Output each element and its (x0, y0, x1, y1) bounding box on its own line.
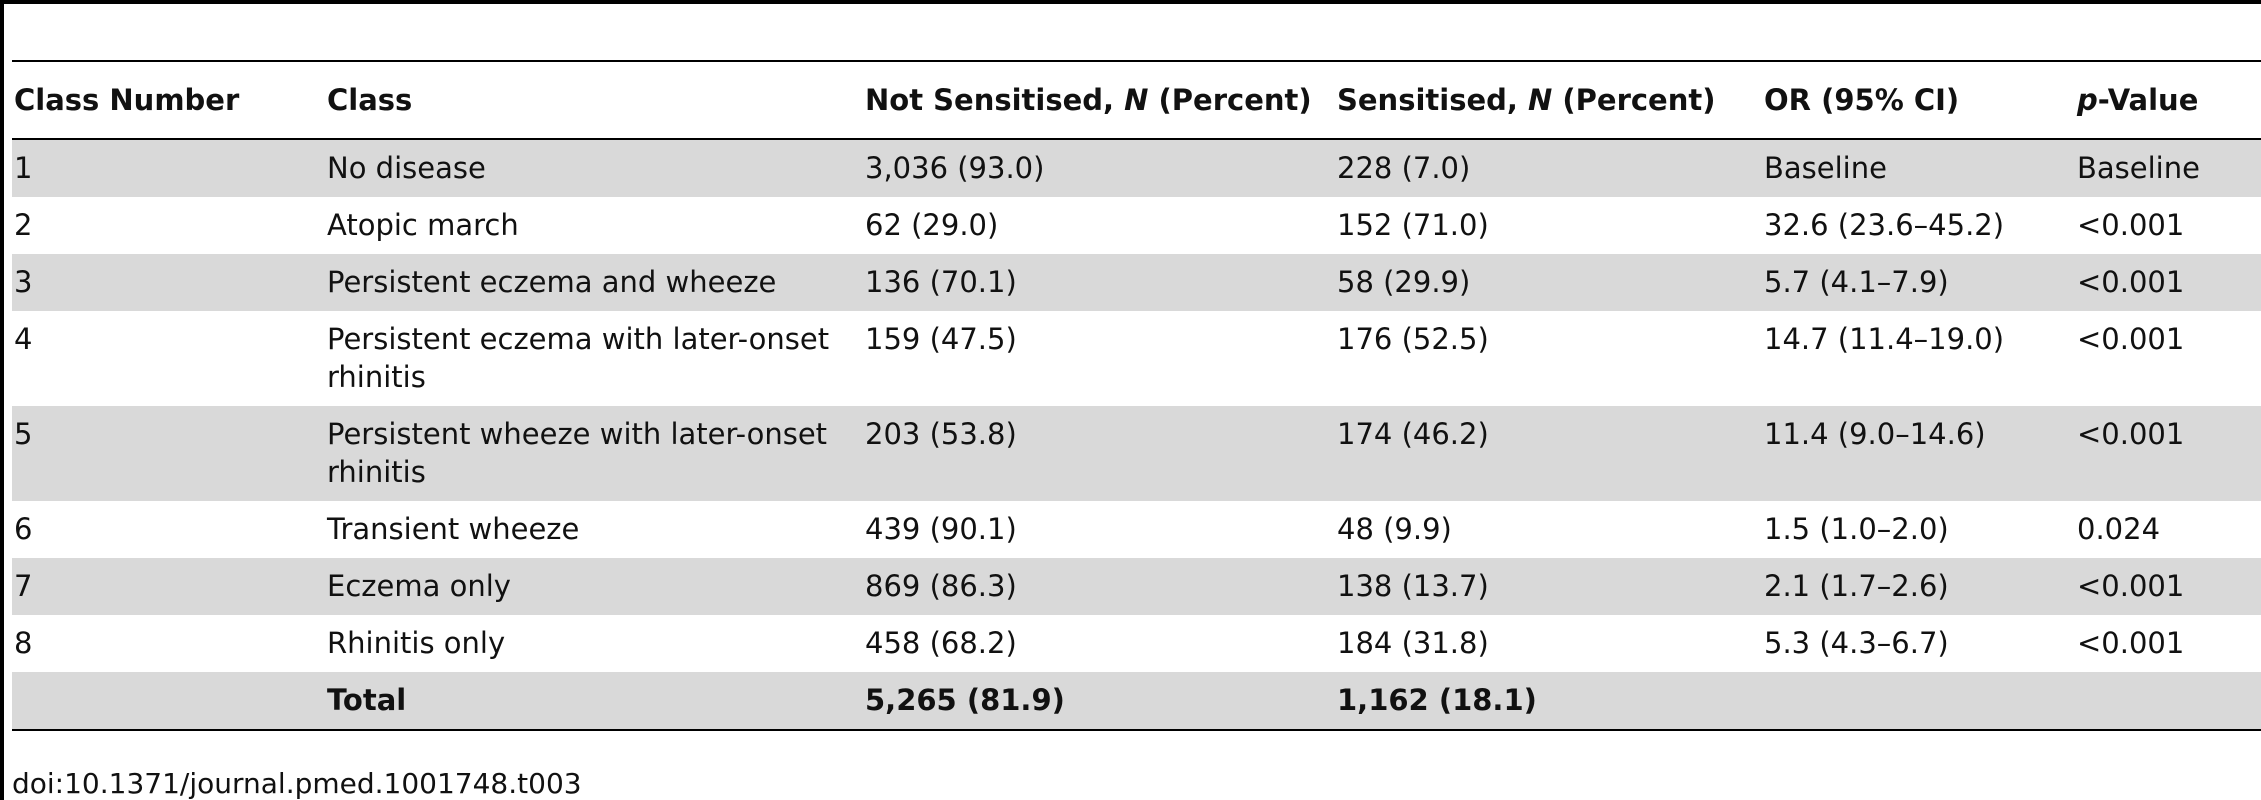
header-odds-ratio-label: OR (95% CI) (1764, 83, 1960, 117)
cell-p-value: <0.001 (2077, 626, 2185, 660)
cell-sensitised: 174 (46.2) (1337, 417, 1489, 451)
cell-odds-ratio: 2.1 (1.7–2.6) (1764, 569, 1949, 603)
cell-sensitised: 152 (71.0) (1337, 208, 1489, 242)
header-p-value: p-Value (2075, 61, 2261, 139)
header-sensitised-n: N (1528, 83, 1553, 117)
cell-odds-ratio: Baseline (1764, 151, 1887, 185)
total-row: Total 5,265 (81.9) 1,162 (18.1) (12, 672, 2261, 730)
cell-p-value: <0.001 (2077, 417, 2185, 451)
table-row: 2 Atopic march 62 (29.0) 152 (71.0) 32.6… (12, 197, 2261, 254)
top-border-rule (0, 0, 2261, 4)
cell-odds-ratio: 11.4 (9.0–14.6) (1764, 417, 1986, 451)
cell-class: Persistent eczema and wheeze (327, 265, 777, 299)
cell-odds-ratio: 32.6 (23.6–45.2) (1764, 208, 2005, 242)
cell-odds-ratio: 5.3 (4.3–6.7) (1764, 626, 1949, 660)
table-row: 5 Persistent wheeze with later-onset rhi… (12, 406, 2261, 501)
cell-not-sensitised: 3,036 (93.0) (865, 151, 1045, 185)
header-not-sensitised: Not Sensitised, N (Percent) (863, 61, 1335, 139)
cell-total-sensitised: 1,162 (18.1) (1337, 683, 1537, 717)
header-not-sensitised-n: N (1124, 83, 1149, 117)
cell-p-value: <0.001 (2077, 265, 2185, 299)
table-row: 4 Persistent eczema with later-onset rhi… (12, 311, 2261, 406)
cell-total-p-value (2075, 672, 2261, 730)
cell-not-sensitised: 203 (53.8) (865, 417, 1017, 451)
table-row: 1 No disease 3,036 (93.0) 228 (7.0) Base… (12, 139, 2261, 197)
sensitisation-table: Class Number Class Not Sensitised, N (Pe… (12, 60, 2261, 731)
cell-not-sensitised: 136 (70.1) (865, 265, 1017, 299)
header-row: Class Number Class Not Sensitised, N (Pe… (12, 61, 2261, 139)
cell-sensitised: 184 (31.8) (1337, 626, 1489, 660)
cell-class: Atopic march (327, 208, 519, 242)
table-row: 3 Persistent eczema and wheeze 136 (70.1… (12, 254, 2261, 311)
table-row: 7 Eczema only 869 (86.3) 138 (13.7) 2.1 … (12, 558, 2261, 615)
cell-odds-ratio: 5.7 (4.1–7.9) (1764, 265, 1949, 299)
cell-not-sensitised: 439 (90.1) (865, 512, 1017, 546)
cell-class: Eczema only (327, 569, 511, 603)
cell-not-sensitised: 458 (68.2) (865, 626, 1017, 660)
cell-total-number (12, 672, 325, 730)
cell-odds-ratio: 1.5 (1.0–2.0) (1764, 512, 1949, 546)
cell-total-odds-ratio (1762, 672, 2075, 730)
header-class-label: Class (327, 83, 413, 117)
header-class: Class (325, 61, 863, 139)
cell-p-value: <0.001 (2077, 569, 2185, 603)
cell-total-not-sensitised: 5,265 (81.9) (865, 683, 1065, 717)
cell-class: Persistent wheeze with later-onset rhini… (327, 417, 828, 489)
header-p-value-post: -Value (2097, 83, 2199, 117)
cell-sensitised: 138 (13.7) (1337, 569, 1489, 603)
cell-class-number: 6 (14, 512, 33, 546)
cell-not-sensitised: 869 (86.3) (865, 569, 1017, 603)
header-class-number-label: Class Number (14, 83, 240, 117)
header-not-sensitised-post: (Percent) (1148, 83, 1312, 117)
table-row: 6 Transient wheeze 439 (90.1) 48 (9.9) 1… (12, 501, 2261, 558)
cell-sensitised: 176 (52.5) (1337, 322, 1489, 356)
cell-total-label: Total (327, 683, 407, 717)
cell-class: Transient wheeze (327, 512, 580, 546)
cell-p-value: Baseline (2077, 151, 2200, 185)
cell-p-value: 0.024 (2077, 512, 2161, 546)
cell-sensitised: 48 (9.9) (1337, 512, 1452, 546)
cell-sensitised: 58 (29.9) (1337, 265, 1471, 299)
header-odds-ratio: OR (95% CI) (1762, 61, 2075, 139)
table-container: Class Number Class Not Sensitised, N (Pe… (12, 60, 2261, 731)
header-sensitised-post: (Percent) (1552, 83, 1716, 117)
header-sensitised-pre: Sensitised, (1337, 83, 1529, 117)
cell-class: Persistent eczema with later-onset rhini… (327, 322, 830, 394)
cell-not-sensitised: 159 (47.5) (865, 322, 1017, 356)
cell-class-number: 3 (14, 265, 33, 299)
cell-class-number: 7 (14, 569, 33, 603)
header-p-value-p: p (2077, 83, 2098, 117)
cell-not-sensitised: 62 (29.0) (865, 208, 999, 242)
cell-class-number: 1 (14, 151, 33, 185)
cell-p-value: <0.001 (2077, 208, 2185, 242)
header-class-number: Class Number (12, 61, 325, 139)
cell-class-number: 4 (14, 322, 33, 356)
cell-class-number: 2 (14, 208, 33, 242)
cell-sensitised: 228 (7.0) (1337, 151, 1471, 185)
table-row: 8 Rhinitis only 458 (68.2) 184 (31.8) 5.… (12, 615, 2261, 672)
header-sensitised: Sensitised, N (Percent) (1335, 61, 1762, 139)
header-not-sensitised-pre: Not Sensitised, (865, 83, 1125, 117)
left-border-rule (0, 0, 4, 800)
cell-class: Rhinitis only (327, 626, 506, 660)
cell-p-value: <0.001 (2077, 322, 2185, 356)
cell-class-number: 8 (14, 626, 33, 660)
cell-odds-ratio: 14.7 (11.4–19.0) (1764, 322, 2005, 356)
cell-class-number: 5 (14, 417, 33, 451)
cell-class: No disease (327, 151, 486, 185)
doi-footer[interactable]: doi:10.1371/journal.pmed.1001748.t003 (12, 767, 582, 800)
